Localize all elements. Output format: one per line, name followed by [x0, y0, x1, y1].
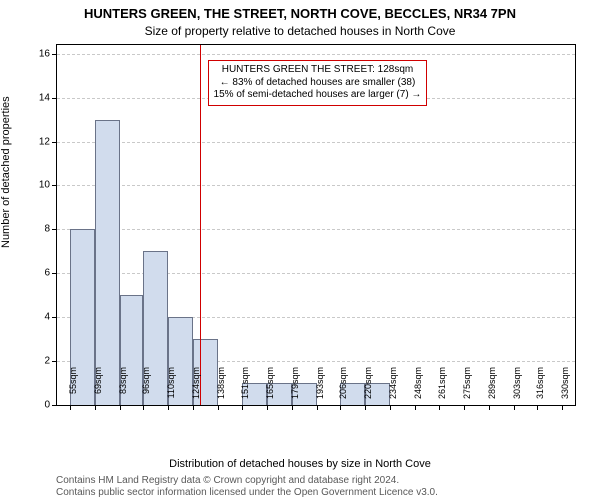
- y-tick-mark: [52, 361, 56, 362]
- y-tick-label: 12: [39, 136, 50, 147]
- x-tick-label: 110sqm: [166, 367, 176, 409]
- x-tick-mark: [143, 406, 144, 410]
- x-tick-mark: [120, 406, 121, 410]
- y-tick-mark: [52, 273, 56, 274]
- chart-subtitle: Size of property relative to detached ho…: [0, 24, 600, 38]
- x-tick-label: 234sqm: [388, 367, 398, 409]
- x-tick-mark: [390, 406, 391, 410]
- x-tick-mark: [514, 406, 515, 410]
- annotation-line: 15% of semi-detached houses are larger (…: [214, 89, 422, 102]
- y-tick-mark: [52, 317, 56, 318]
- x-tick-label: 289sqm: [487, 367, 497, 409]
- x-tick-label: 316sqm: [535, 367, 545, 409]
- x-tick-label: 261sqm: [437, 367, 447, 409]
- x-tick-mark: [537, 406, 538, 410]
- x-tick-label: 303sqm: [512, 367, 522, 409]
- annotation-line: ← 83% of detached houses are smaller (38…: [214, 77, 422, 90]
- y-tick-label: 14: [39, 92, 50, 103]
- x-tick-label: 69sqm: [93, 367, 103, 409]
- x-tick-mark: [415, 406, 416, 410]
- x-tick-mark: [242, 406, 243, 410]
- gridline: [57, 273, 575, 274]
- x-tick-mark: [168, 406, 169, 410]
- x-tick-label: 83sqm: [118, 367, 128, 409]
- x-tick-label: 179sqm: [290, 367, 300, 409]
- footer-line-1: Contains HM Land Registry data © Crown c…: [56, 475, 590, 487]
- x-tick-mark: [193, 406, 194, 410]
- chart-title: HUNTERS GREEN, THE STREET, NORTH COVE, B…: [0, 6, 600, 21]
- y-tick-mark: [52, 405, 56, 406]
- gridline: [57, 142, 575, 143]
- gridline: [57, 229, 575, 230]
- annotation-box: HUNTERS GREEN THE STREET: 128sqm← 83% of…: [208, 60, 428, 106]
- y-tick-label: 10: [39, 180, 50, 191]
- x-tick-label: 96sqm: [141, 367, 151, 409]
- y-ticks: 0246810121416: [0, 44, 54, 406]
- x-tick-label: 193sqm: [315, 367, 325, 409]
- annotation-line: HUNTERS GREEN THE STREET: 128sqm: [214, 64, 422, 77]
- x-tick-mark: [218, 406, 219, 410]
- x-tick-label: 124sqm: [191, 367, 201, 409]
- y-tick-label: 2: [44, 356, 50, 367]
- x-tick-label: 206sqm: [338, 367, 348, 409]
- x-tick-label: 165sqm: [265, 367, 275, 409]
- y-tick-label: 4: [44, 312, 50, 323]
- x-tick-mark: [267, 406, 268, 410]
- footer-line-2: Contains public sector information licen…: [56, 487, 590, 499]
- x-tick-mark: [562, 406, 563, 410]
- x-tick-label: 220sqm: [363, 367, 373, 409]
- y-tick-label: 6: [44, 268, 50, 279]
- x-tick-label: 151sqm: [240, 367, 250, 409]
- x-tick-mark: [489, 406, 490, 410]
- x-tick-mark: [292, 406, 293, 410]
- y-tick-mark: [52, 142, 56, 143]
- x-tick-mark: [70, 406, 71, 410]
- y-tick-label: 8: [44, 224, 50, 235]
- gridline: [57, 185, 575, 186]
- x-tick-mark: [439, 406, 440, 410]
- gridline: [57, 54, 575, 55]
- x-tick-mark: [95, 406, 96, 410]
- x-tick-label: 248sqm: [413, 367, 423, 409]
- chart-root: HUNTERS GREEN, THE STREET, NORTH COVE, B…: [0, 0, 600, 500]
- y-tick-mark: [52, 229, 56, 230]
- histogram-bar: [95, 120, 120, 405]
- x-tick-mark: [317, 406, 318, 410]
- x-tick-mark: [340, 406, 341, 410]
- plot-area: HUNTERS GREEN THE STREET: 128sqm← 83% of…: [56, 44, 576, 406]
- y-tick-mark: [52, 54, 56, 55]
- y-tick-label: 0: [44, 400, 50, 411]
- footer-attribution: Contains HM Land Registry data © Crown c…: [56, 475, 590, 498]
- y-tick-mark: [52, 185, 56, 186]
- x-tick-mark: [464, 406, 465, 410]
- x-tick-label: 330sqm: [560, 367, 570, 409]
- x-axis-label: Distribution of detached houses by size …: [0, 458, 600, 470]
- x-tick-label: 55sqm: [68, 367, 78, 409]
- x-tick-mark: [365, 406, 366, 410]
- reference-line: [200, 45, 201, 405]
- y-tick-label: 16: [39, 48, 50, 59]
- y-tick-mark: [52, 98, 56, 99]
- x-tick-label: 138sqm: [216, 367, 226, 409]
- x-tick-label: 275sqm: [462, 367, 472, 409]
